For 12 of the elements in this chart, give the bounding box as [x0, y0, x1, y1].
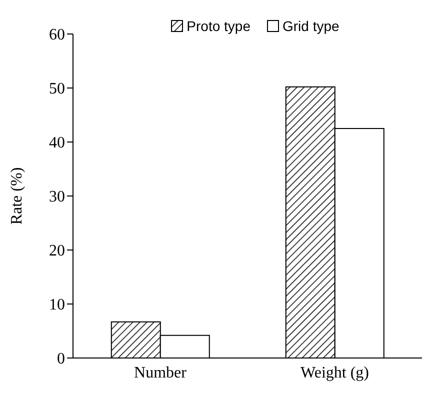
y-tick-label: 0	[57, 350, 65, 368]
legend-label: Grid type	[282, 18, 340, 34]
x-tick-label: Number	[134, 364, 188, 382]
y-tick-label: 10	[49, 296, 65, 314]
y-axis-title: Rate (%)	[8, 167, 26, 225]
x-tick-label: Weight (g)	[300, 364, 369, 382]
y-tick-label: 20	[49, 242, 65, 260]
legend-label: Proto type	[186, 18, 250, 34]
y-tick-label: 30	[49, 188, 65, 206]
y-tick-label: 40	[49, 134, 65, 152]
y-tick-label: 60	[49, 26, 65, 44]
y-tick-label: 50	[49, 80, 65, 98]
